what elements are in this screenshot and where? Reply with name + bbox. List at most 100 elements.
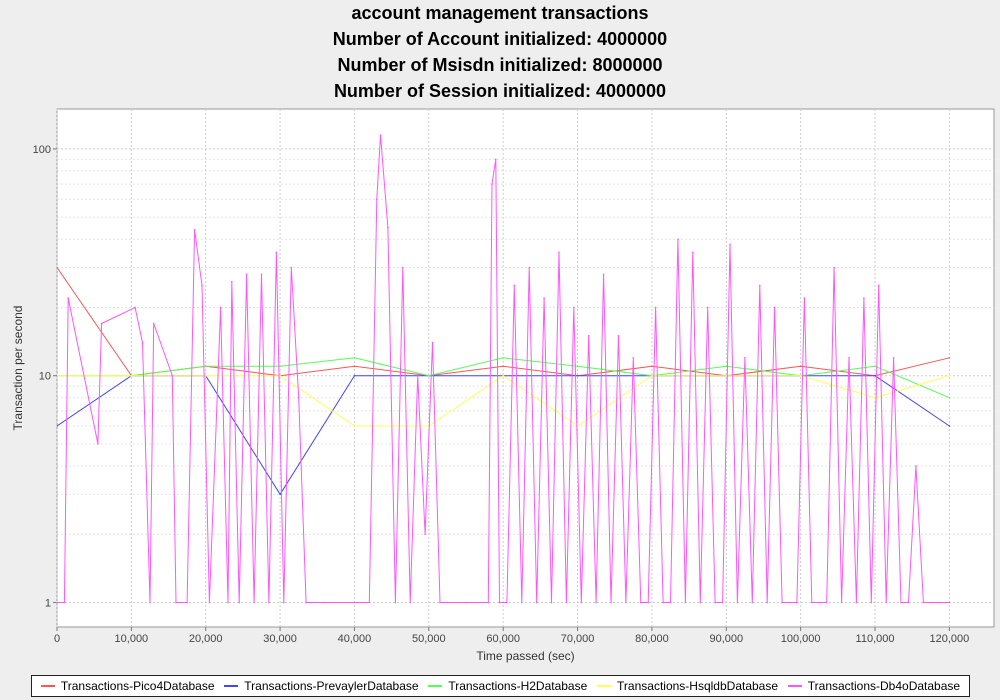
legend-item: Transactions-Db4oDatabase [787, 679, 960, 693]
data-point [602, 273, 605, 276]
data-point [948, 425, 951, 427]
data-point [874, 374, 876, 377]
data-point [502, 374, 504, 377]
data-point [900, 601, 902, 604]
data-point [915, 465, 917, 467]
data-point [639, 601, 642, 604]
legend-swatch [787, 685, 802, 687]
data-point [230, 280, 233, 283]
data-point [929, 601, 932, 604]
data-point [825, 601, 828, 604]
chart-legend: Transactions-Pico4Database Transactions-P… [31, 675, 970, 697]
data-point [353, 425, 356, 427]
data-point [394, 601, 397, 604]
x-tick-label: 90,000 [709, 633, 743, 645]
data-point [811, 601, 813, 604]
x-tick-label: 20,000 [189, 633, 223, 645]
data-point [840, 601, 843, 604]
data-point [227, 601, 229, 604]
data-point [721, 601, 724, 604]
data-point [651, 365, 653, 368]
data-point [580, 601, 583, 604]
x-tick-label: 100,000 [781, 633, 821, 645]
legend-label: Transactions-H2Database [448, 679, 588, 693]
data-point [751, 601, 754, 604]
data-point [699, 601, 702, 604]
data-point [57, 425, 58, 427]
data-point [877, 284, 880, 287]
x-tick-label: 40,000 [338, 633, 372, 645]
data-point [253, 601, 255, 604]
data-point [625, 601, 627, 604]
data-point [353, 601, 356, 604]
data-point [375, 198, 378, 201]
data-point [494, 158, 497, 161]
data-point [788, 601, 791, 604]
chart-subtitle-accounts: Number of Account initialized: 4000000 [332, 29, 668, 49]
data-point [353, 365, 356, 368]
data-point [175, 601, 177, 604]
data-point [833, 266, 835, 269]
chart-titles: account management transactions Number o… [0, 0, 1000, 104]
data-point [669, 601, 672, 604]
data-point [279, 493, 281, 496]
data-point [498, 601, 501, 604]
data-point [431, 341, 434, 344]
data-point [944, 601, 947, 604]
data-point [948, 356, 951, 359]
data-point [855, 601, 858, 604]
data-point [290, 266, 293, 269]
data-point [67, 297, 69, 299]
data-point [677, 238, 679, 240]
x-tick-label: 120,000 [929, 633, 969, 645]
data-point [204, 365, 207, 368]
plot-area [56, 108, 995, 628]
data-point [781, 601, 783, 604]
data-point [416, 374, 419, 377]
data-point [379, 134, 382, 136]
data-point [491, 183, 493, 185]
data-point [651, 374, 653, 377]
chart-subtitle-sessions: Number of Session initialized: 4000000 [333, 81, 667, 101]
data-point [245, 273, 248, 276]
data-point [799, 365, 802, 368]
data-point [766, 601, 768, 604]
data-point [424, 533, 426, 536]
y-tick-label: 1 [45, 598, 51, 610]
x-tick-label: 80,000 [635, 633, 669, 645]
data-point [279, 365, 281, 368]
data-point [543, 297, 545, 299]
data-point [576, 365, 579, 368]
data-point [799, 374, 802, 377]
x-tick-label: 70,000 [561, 633, 595, 645]
y-tick-label: 100 [33, 144, 51, 156]
data-point [662, 601, 664, 604]
data-point [502, 356, 504, 359]
data-point [744, 356, 746, 359]
data-point [353, 374, 356, 377]
legend-swatch [428, 685, 443, 687]
data-point [654, 306, 657, 309]
line-chart: 1 10 100 0 10,000 20,000 30,000 40,000 50,000 60,… [11, 108, 995, 663]
data-point [275, 251, 278, 254]
data-point [948, 396, 951, 399]
data-point [171, 374, 174, 377]
x-axis-label: Time passed (sec) [476, 649, 574, 663]
data-point [725, 365, 728, 368]
x-tick-label: 50,000 [412, 633, 446, 645]
data-point [632, 356, 635, 359]
data-point [502, 365, 504, 368]
data-point [587, 334, 590, 337]
data-point [573, 306, 575, 309]
data-point [528, 266, 531, 269]
legend-item: Transactions-H2Database [428, 679, 587, 693]
data-point [684, 601, 687, 604]
data-point [907, 601, 910, 604]
data-point [134, 306, 136, 309]
data-point [796, 601, 798, 604]
data-point [892, 356, 895, 359]
legend-swatch [40, 685, 55, 687]
data-point [149, 601, 151, 604]
y-axis-label: Transaction per second [11, 306, 25, 431]
data-point [535, 601, 538, 604]
